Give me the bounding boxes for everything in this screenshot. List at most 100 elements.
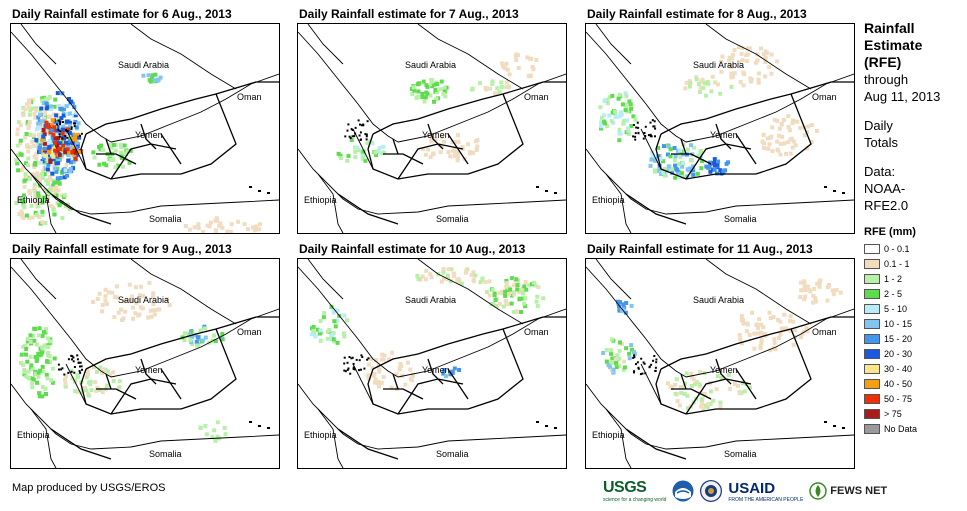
rainfall-cell bbox=[656, 145, 660, 150]
rainfall-cell bbox=[120, 318, 124, 322]
legend-swatch bbox=[864, 378, 880, 389]
rainfall-cell bbox=[44, 101, 49, 106]
rainfall-cell bbox=[531, 280, 536, 285]
rainfall-cell bbox=[198, 425, 203, 430]
rainfall-cell bbox=[112, 315, 117, 320]
rainfall-cell bbox=[48, 177, 53, 182]
rainfall-cell bbox=[73, 113, 78, 118]
legend-swatch bbox=[864, 408, 880, 419]
rainfall-cell bbox=[752, 331, 757, 336]
rainfall-cell bbox=[47, 138, 52, 143]
rainfall-cell bbox=[55, 128, 60, 133]
legend-class-3: 2 - 5 bbox=[864, 286, 964, 301]
rainfall-cell bbox=[420, 95, 425, 100]
legend-class-12: No Data bbox=[864, 421, 964, 436]
rainfall-cell bbox=[802, 133, 807, 138]
admin-border bbox=[80, 133, 181, 180]
rainfall-cell bbox=[790, 121, 795, 126]
rainfall-cell bbox=[311, 327, 316, 332]
coastline bbox=[130, 259, 237, 325]
usgs-logo: USGS science for a changing world bbox=[603, 479, 666, 503]
rainfall-cell bbox=[251, 225, 255, 230]
rainfall-cell bbox=[94, 388, 99, 393]
rainfall-cell bbox=[336, 151, 341, 156]
rainfall-cell bbox=[331, 310, 336, 315]
rainfall-cell bbox=[805, 146, 810, 151]
rainfall-cell bbox=[726, 373, 731, 377]
rainfall-cell bbox=[727, 387, 732, 391]
panel-title-4: Daily Rainfall estimate for 9 Aug., 2013 bbox=[12, 242, 232, 256]
island bbox=[63, 373, 66, 376]
rainfall-cell bbox=[15, 127, 20, 132]
island bbox=[79, 365, 81, 368]
island bbox=[365, 135, 368, 138]
rainfall-cell bbox=[55, 201, 60, 206]
rainfall-cell bbox=[64, 163, 69, 168]
island bbox=[343, 369, 346, 372]
rainfall-cell bbox=[756, 71, 761, 76]
rainfall-cell bbox=[490, 81, 495, 86]
rainfall-cell bbox=[196, 222, 201, 227]
rainfall-cell bbox=[63, 384, 68, 389]
rainfall-cell bbox=[765, 50, 769, 55]
island bbox=[632, 135, 635, 138]
rainfall-cell bbox=[201, 230, 206, 233]
rainfall-cell bbox=[138, 284, 143, 289]
rainfall-cell bbox=[617, 348, 622, 353]
rainfall-cell bbox=[28, 132, 33, 137]
panel-title-6: Daily Rainfall estimate for 11 Aug., 201… bbox=[587, 242, 813, 256]
rainfall-cell bbox=[44, 153, 48, 158]
rainfall-cell bbox=[776, 318, 781, 322]
rainfall-cell bbox=[50, 366, 55, 371]
rainfall-cell bbox=[45, 376, 50, 381]
rainfall-cell bbox=[88, 379, 93, 384]
rainfall-cell bbox=[33, 108, 38, 113]
rainfall-cell bbox=[715, 374, 720, 378]
rainfall-cell bbox=[136, 313, 141, 318]
rainfall-cell bbox=[97, 162, 102, 167]
island bbox=[73, 366, 76, 368]
label-somalia: Somalia bbox=[724, 449, 757, 459]
rainfall-cell bbox=[788, 314, 793, 319]
coastline bbox=[586, 148, 854, 215]
rainfall-cell bbox=[442, 368, 447, 373]
rainfall-cell bbox=[622, 359, 627, 364]
rainfall-cell bbox=[456, 139, 461, 144]
rainfall-cell bbox=[672, 158, 677, 163]
rainfall-cell bbox=[15, 143, 20, 148]
rainfall-cell bbox=[761, 325, 766, 330]
rainfall-cell bbox=[673, 154, 678, 159]
rainfall-cell bbox=[473, 273, 478, 278]
admin-border bbox=[397, 143, 464, 180]
rainfall-cell bbox=[35, 174, 40, 179]
rainfall-cell bbox=[36, 333, 41, 338]
rainfall-cell bbox=[484, 87, 489, 92]
rainfall-cell bbox=[150, 73, 155, 78]
island bbox=[363, 367, 366, 370]
rainfall-cell bbox=[356, 148, 361, 153]
rainfall-cell bbox=[217, 223, 222, 228]
rainfall-cell bbox=[515, 287, 520, 292]
rainfall-cell bbox=[456, 133, 460, 138]
rainfall-cell bbox=[398, 361, 403, 366]
rainfall-cell bbox=[535, 304, 540, 308]
rainfall-cell bbox=[680, 164, 685, 169]
coastline bbox=[298, 383, 566, 450]
rainfall-cell bbox=[220, 225, 225, 230]
legend-class-label: 1 - 2 bbox=[884, 273, 903, 284]
rainfall-cell bbox=[376, 150, 381, 155]
admin-border bbox=[85, 93, 217, 135]
island bbox=[57, 119, 60, 122]
admin-border bbox=[671, 388, 712, 400]
rainfall-cell bbox=[64, 373, 69, 378]
rainfall-cell bbox=[599, 120, 604, 125]
island bbox=[365, 138, 368, 141]
rainfall-cell bbox=[541, 296, 546, 301]
rainfall-cell bbox=[54, 169, 59, 174]
rainfall-cell bbox=[668, 154, 673, 159]
rainfall-cell bbox=[598, 105, 603, 110]
rainfall-cell bbox=[17, 212, 22, 216]
rainfall-cell bbox=[625, 118, 630, 123]
rainfall-cell bbox=[39, 106, 44, 111]
rainfall-cell bbox=[193, 333, 198, 338]
